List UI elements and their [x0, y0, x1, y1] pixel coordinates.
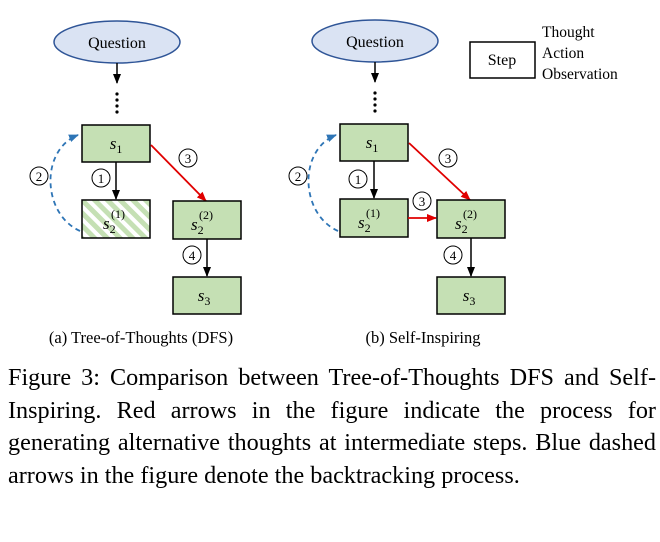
- panel-b-node-s3-label: s3: [463, 286, 476, 308]
- legend-action: Action: [542, 45, 584, 62]
- panel-b-red-arrow-from-s1: [408, 142, 471, 201]
- panel-a-step-1-badge: 1: [91, 168, 111, 188]
- panel-b-step-3b-badge: 3: [412, 191, 432, 211]
- legend-step-box: [469, 41, 536, 79]
- svg-text:3: 3: [445, 151, 452, 166]
- panel-a-step-2-badge: 2: [29, 166, 49, 186]
- panel-b-node-s1: [339, 123, 409, 162]
- legend-thought: Thought: [542, 24, 595, 41]
- panel-a-step-4-badge: 4: [182, 245, 202, 265]
- figure-caption: Figure 3: Comparison between Tree-of-Tho…: [8, 364, 656, 489]
- panel-b: Question s1 s2 (1) s2 (2): [288, 19, 506, 347]
- panel-b-node-s1-label: s1: [366, 133, 379, 155]
- panel-b-node-s2-1: [339, 198, 409, 238]
- panel-b-node-s2-2-label: s2: [455, 214, 468, 236]
- svg-text:2: 2: [36, 169, 43, 184]
- svg-text:4: 4: [189, 248, 196, 263]
- legend-step-label: Step: [488, 52, 516, 69]
- legend: Step Thought Action Observation: [469, 24, 618, 83]
- diagram: Question s1 s2 (1) s2 (2): [29, 19, 618, 347]
- panel-a-red-arrow: [150, 144, 207, 202]
- panel-a-node-s2-2: [172, 200, 242, 240]
- panel-b-caption: (b) Self-Inspiring: [365, 328, 480, 347]
- panel-a-node-s1: [81, 124, 151, 163]
- panel-b-ellipsis-dots: [373, 91, 377, 113]
- panel-a-node-s2-2-label: s2: [191, 215, 204, 237]
- panel-a-node-s2-2-sup: (2): [199, 208, 213, 222]
- svg-text:3: 3: [185, 151, 192, 166]
- svg-text:1: 1: [355, 172, 362, 187]
- panel-b-node-s2-2-sup: (2): [463, 207, 477, 221]
- panel-b-step-3a-badge: 3: [438, 148, 458, 168]
- panel-a-backtrack-arrow: [49, 134, 81, 232]
- svg-text:3: 3: [419, 194, 426, 209]
- panel-a-question-label: Question: [88, 35, 146, 52]
- panel-b-node-s3: [436, 276, 506, 315]
- panel-b-step-2-badge: 2: [288, 166, 308, 186]
- svg-text:4: 4: [450, 248, 457, 263]
- panel-a-node-s3-label: s3: [198, 286, 211, 308]
- panel-a-node-s1-label: s1: [110, 134, 123, 156]
- panel-b-backtrack-arrow: [307, 134, 339, 232]
- panel-a-node-s2-1: [81, 199, 151, 239]
- panel-b-node-s2-1-label: s2: [358, 213, 371, 235]
- svg-text:1: 1: [98, 171, 105, 186]
- panel-b-question-label: Question: [346, 34, 404, 51]
- legend-observation: Observation: [542, 66, 618, 83]
- panel-a-node-s2-1-sup: (1): [111, 207, 125, 221]
- svg-text:2: 2: [295, 169, 302, 184]
- panel-b-node-s2-2: [436, 199, 506, 239]
- panel-a-node-s3: [172, 276, 242, 315]
- panel-b-step-4-badge: 4: [443, 245, 463, 265]
- panel-a-node-s2-1-label: s2: [103, 214, 116, 236]
- panel-b-node-s2-1-sup: (1): [366, 206, 380, 220]
- panel-b-step-1-badge: 1: [348, 169, 368, 189]
- panel-a-step-3-badge: 3: [178, 148, 198, 168]
- panel-a-ellipsis-dots: [115, 92, 119, 114]
- panel-a: Question s1 s2 (1) s2 (2): [29, 20, 242, 347]
- panel-a-caption: (a) Tree-of-Thoughts (DFS): [49, 328, 233, 347]
